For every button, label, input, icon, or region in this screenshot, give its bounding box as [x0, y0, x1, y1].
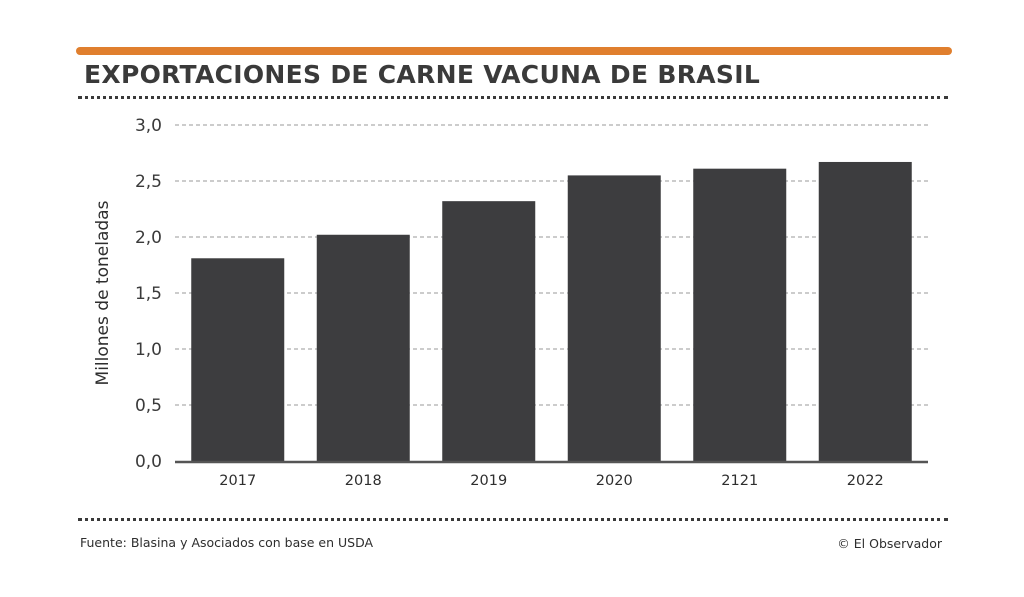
top-accent-rule [76, 47, 952, 55]
y-tick-label: 3,0 [135, 116, 162, 136]
y-tick-label: 2,5 [135, 172, 162, 192]
credit-note: © El Observador [837, 536, 942, 551]
footer-divider [78, 518, 948, 521]
y-tick-label: 0,0 [135, 452, 162, 472]
y-tick-label: 0,5 [135, 396, 162, 416]
bar-2018 [316, 234, 410, 461]
bar-2019 [442, 201, 536, 461]
bar-2022 [818, 161, 912, 461]
x-tick-label: 2017 [219, 473, 256, 489]
y-axis-label: Millones de toneladas [93, 200, 113, 385]
bar-2020 [567, 175, 661, 461]
source-note: Fuente: Blasina y Asociados con base en … [80, 535, 374, 550]
x-tick-label: 2019 [470, 473, 507, 489]
y-tick-label: 2,0 [135, 228, 162, 248]
bar-2017 [191, 258, 285, 461]
chart-title: EXPORTACIONES DE CARNE VACUNA DE BRASIL [84, 60, 761, 89]
y-tick-label: 1,0 [135, 340, 162, 360]
x-tick-label: 2018 [345, 473, 382, 489]
x-tick-label: 2022 [847, 473, 884, 489]
title-divider [78, 96, 948, 99]
x-tick-label: 2121 [721, 473, 758, 489]
x-tick-label: 2020 [596, 473, 633, 489]
bar-2121 [693, 168, 787, 461]
y-tick-label: 1,5 [135, 284, 162, 304]
